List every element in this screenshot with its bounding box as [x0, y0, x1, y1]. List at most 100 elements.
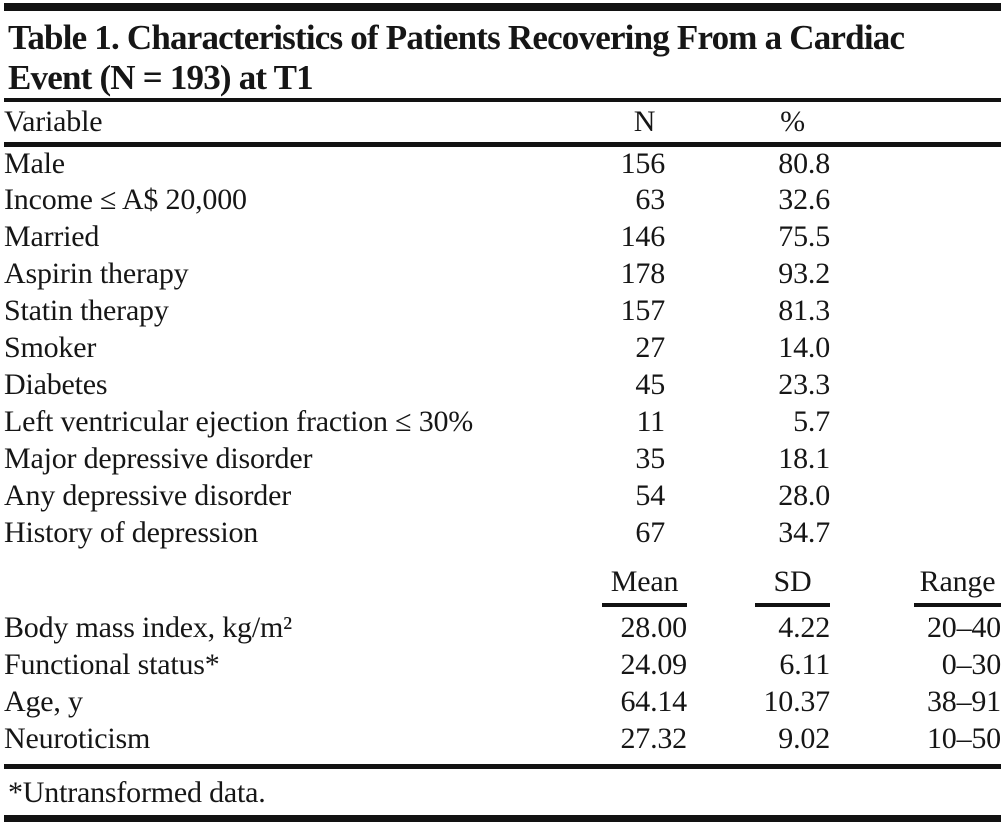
table-row: Diabetes 45 23.3: [4, 366, 1001, 403]
pct-cell: 34.7: [778, 516, 830, 549]
mean-cell: 27.32: [620, 722, 687, 755]
table-row: Age, y 64.14 10.37 38–91: [4, 683, 1001, 720]
range-cell: 38–91: [926, 685, 1001, 718]
n-cell: 157: [620, 294, 666, 327]
footnote-rule: [4, 764, 1001, 769]
n-cell: 146: [620, 220, 666, 253]
table-row: Major depressive disorder 35 18.1: [4, 440, 1001, 477]
table-row: Smoker 27 14.0: [4, 329, 1001, 366]
table-title: Table 1. Characteristics of Patients Rec…: [8, 18, 997, 98]
variable-cell: Aspirin therapy: [4, 257, 189, 290]
range-cell: [830, 144, 1001, 181]
table-row: Aspirin therapy 178 93.2: [4, 255, 1001, 292]
pct-cell: 23.3: [778, 368, 830, 401]
variable-cell: Male: [4, 147, 65, 181]
pct-cell: 81.3: [778, 294, 830, 327]
variable-cell: Neuroticism: [4, 722, 151, 755]
column-header-row: Variable N %: [4, 102, 1001, 144]
pct-cell: 14.0: [778, 331, 830, 364]
table-row: Functional status* 24.09 6.11 0–30: [4, 646, 1001, 683]
bottom-rule: [4, 815, 1001, 822]
variable-cell: Smoker: [4, 331, 97, 364]
range-cell: [830, 440, 1001, 477]
range-cell: [830, 514, 1001, 551]
table-row: Male 156 80.8: [4, 144, 1001, 181]
mean-header-label: Mean: [602, 565, 687, 607]
mean-cell: 28.00: [620, 611, 687, 644]
pct-cell: 75.5: [778, 220, 830, 253]
empty-header-cell: [830, 102, 1001, 144]
variable-cell: Statin therapy: [4, 294, 169, 327]
range-column-header: Range: [830, 551, 1001, 609]
range-cell: [830, 366, 1001, 403]
sd-header-label: SD: [755, 565, 830, 607]
table-title-line2: Event (N = 193) at T1: [8, 58, 314, 97]
sd-cell: 4.22: [778, 611, 830, 644]
empty-header-cell: [4, 551, 564, 609]
mean-column-header: Mean: [564, 551, 687, 609]
n-cell: 156: [620, 147, 666, 181]
range-cell: 20–40: [926, 611, 1001, 644]
mean-cell: 64.14: [620, 685, 687, 718]
sd-column-header: SD: [687, 551, 830, 609]
n-cell: 54: [635, 479, 665, 512]
table-row: Income ≤ A$ 20,000 63 32.6: [4, 181, 1001, 218]
sd-cell: 10.37: [763, 685, 830, 718]
n-cell: 11: [636, 405, 666, 438]
table-row: History of depression 67 34.7: [4, 514, 1001, 551]
percent-header-label: %: [780, 105, 805, 139]
table-row: Statin therapy 157 81.3: [4, 292, 1001, 329]
variable-cell: Functional status*: [4, 648, 220, 681]
range-cell: [830, 329, 1001, 366]
range-cell: 0–30: [941, 648, 1001, 681]
variable-cell: Body mass index, kg/m²: [4, 611, 292, 644]
range-cell: [830, 181, 1001, 218]
range-cell: 10–50: [926, 722, 1001, 755]
table-row: Left ventricular ejection fraction ≤ 30%…: [4, 403, 1001, 440]
mean-cell: 24.09: [620, 648, 687, 681]
variable-cell: Married: [4, 220, 100, 253]
pct-cell: 93.2: [778, 257, 830, 290]
range-cell: [830, 403, 1001, 440]
variable-cell: Major depressive disorder: [4, 442, 313, 475]
range-cell: [830, 292, 1001, 329]
range-cell: [830, 218, 1001, 255]
table-row: Body mass index, kg/m² 28.00 4.22 20–40: [4, 609, 1001, 646]
percent-column-header: %: [687, 102, 830, 144]
table-row: Neuroticism 27.32 9.02 10–50: [4, 720, 1001, 757]
n-cell: 63: [635, 183, 665, 216]
range-cell: [830, 255, 1001, 292]
variable-column-header: Variable: [4, 105, 103, 139]
title-rule: [4, 98, 1001, 102]
variable-cell: Age, y: [4, 685, 83, 718]
pct-cell: 28.0: [778, 479, 830, 512]
patient-characteristics-table: Variable N % Male 156 80.8 Income ≤ A$ 2…: [4, 102, 1001, 757]
range-cell: [830, 477, 1001, 514]
n-column-header: N: [564, 102, 687, 144]
sd-cell: 6.11: [779, 648, 830, 681]
variable-cell: Diabetes: [4, 368, 108, 401]
pct-cell: 32.6: [778, 183, 830, 216]
range-header-label: Range: [914, 565, 1001, 607]
n-cell: 45: [635, 368, 665, 401]
sd-cell: 9.02: [778, 722, 830, 755]
table-footnote: *Untransformed data.: [8, 776, 266, 809]
table-row: Any depressive disorder 54 28.0: [4, 477, 1001, 514]
variable-cell: Left ventricular ejection fraction ≤ 30%: [4, 405, 474, 438]
variable-cell: Income ≤ A$ 20,000: [4, 183, 247, 216]
variable-cell: History of depression: [4, 516, 259, 549]
n-cell: 178: [620, 257, 666, 290]
pct-cell: 5.7: [793, 405, 830, 438]
n-cell: 67: [635, 516, 665, 549]
pct-cell: 18.1: [778, 442, 830, 475]
n-header-label: N: [633, 105, 656, 139]
statistics-header-row: Mean SD Range: [4, 551, 1001, 609]
pct-cell: 80.8: [778, 147, 830, 181]
variable-cell: Any depressive disorder: [4, 479, 291, 512]
n-cell: 35: [635, 442, 665, 475]
top-rule: [4, 3, 1001, 11]
table-title-line1: Table 1. Characteristics of Patients Rec…: [8, 18, 905, 57]
n-cell: 27: [635, 331, 665, 364]
table-row: Married 146 75.5: [4, 218, 1001, 255]
